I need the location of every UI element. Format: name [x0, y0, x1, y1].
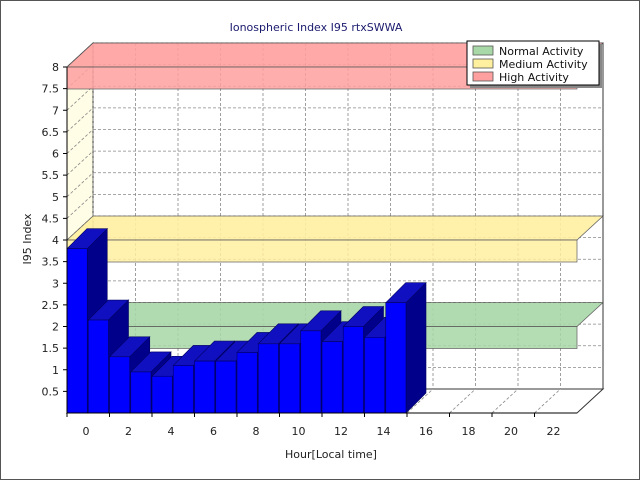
activity-band-top	[65, 215, 605, 241]
grid-line-side	[66, 150, 94, 176]
grid-line-side	[66, 129, 94, 154]
grid-line-floor	[449, 388, 476, 414]
bar-front	[172, 365, 194, 414]
y-tick-label: 4	[52, 234, 59, 247]
grid-line-floor	[491, 388, 519, 414]
bar-front	[279, 343, 301, 414]
activity-bands	[65, 42, 605, 349]
grid-line-side	[66, 85, 94, 111]
bar-front	[194, 360, 216, 414]
bars	[66, 227, 427, 414]
y-tick-label: 3.5	[42, 256, 60, 269]
x-tick-label: 22	[547, 425, 561, 438]
grid-line-side	[66, 107, 94, 133]
bar-front	[236, 352, 258, 414]
bar-front	[342, 326, 364, 414]
y-tick-label: 4.5	[42, 212, 60, 225]
legend-swatch	[472, 45, 494, 56]
y-tick-label: 5.5	[42, 169, 60, 182]
grid-line-floor	[406, 388, 434, 414]
grid-line-side	[66, 172, 94, 198]
x-tick-label: 4	[168, 425, 175, 438]
bar-front	[364, 337, 386, 414]
x-tick-label: 10	[292, 425, 306, 438]
y-tick-label: 5	[52, 191, 59, 204]
y-tick-label: 1	[52, 364, 59, 377]
bar-front	[385, 302, 407, 414]
bar-front	[257, 343, 279, 414]
y-tick-label: 3	[52, 277, 59, 290]
y-tick-label: 1.5	[42, 342, 60, 355]
legend-label: Normal Activity	[499, 45, 584, 58]
legend-label: High Activity	[499, 71, 569, 84]
y-tick-label: 6.5	[42, 126, 60, 139]
grid-line-floor	[534, 388, 561, 414]
bar-front	[215, 360, 237, 414]
y-tick-label: 6	[52, 148, 59, 161]
bar-side	[405, 281, 427, 414]
y-tick-label: 2	[52, 321, 59, 334]
x-tick-label: 12	[334, 425, 348, 438]
y-axis-label: I95 Index	[21, 213, 34, 265]
bar-front	[66, 248, 88, 414]
x-axis-label: Hour[Local time]	[285, 448, 377, 461]
x-tick-label: 6	[210, 425, 217, 438]
y-tick-label: 0.5	[42, 385, 60, 398]
y-tick-label: 7	[52, 104, 59, 117]
y-tick-label: 2.5	[42, 299, 60, 312]
y-tick-label: 7.5	[42, 83, 60, 96]
bar	[385, 281, 427, 414]
activity-band	[66, 239, 578, 263]
x-tick-label: 0	[83, 425, 90, 438]
legend-swatch	[472, 71, 494, 82]
bar-front	[130, 371, 152, 414]
y-tick-label: 8	[52, 61, 59, 74]
grid-line-side	[66, 194, 94, 219]
bar-front	[87, 319, 109, 414]
x-tick-label: 16	[419, 425, 433, 438]
x-tick-label: 8	[253, 425, 260, 438]
chart-title: Ionospheric Index I95 rtxSWWA	[230, 21, 403, 34]
legend-swatch	[472, 58, 494, 69]
x-tick-label: 18	[462, 425, 476, 438]
bar-front	[151, 375, 173, 414]
bar-front	[321, 341, 343, 414]
axes: 0.5 1 1.5 2 2.5 3 3.5 4 4.5 5 5.5 6 6.5 7 7.5 8 0 2 4 6 8 10 1…	[42, 61, 577, 438]
x-tick-label: 20	[504, 425, 518, 438]
bar-front	[300, 330, 322, 414]
x-tick-label: 2	[125, 425, 132, 438]
legend-label: Medium Activity	[499, 58, 588, 71]
bar-front	[109, 356, 131, 414]
x-tick-label: 14	[377, 425, 391, 438]
